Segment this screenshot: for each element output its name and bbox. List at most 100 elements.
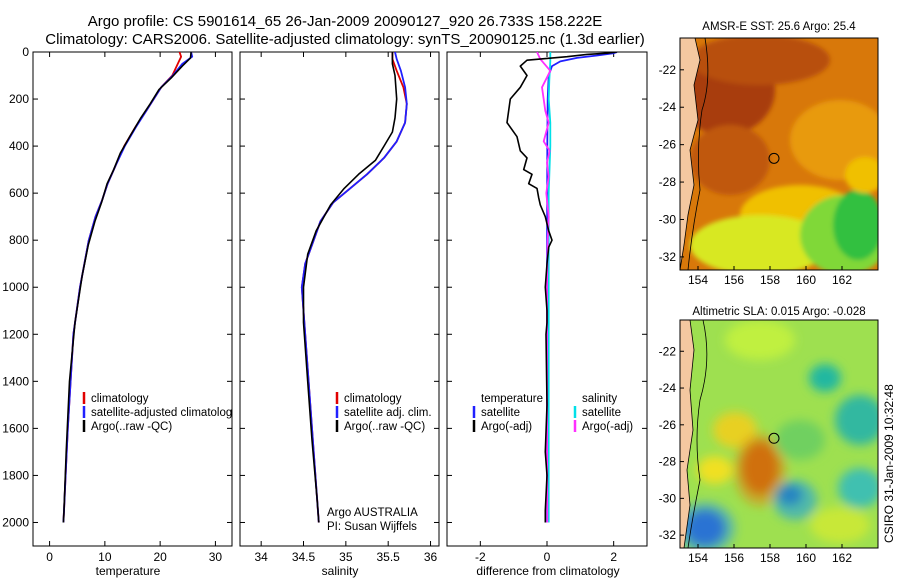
salinity-xtick-label: 35.5	[377, 550, 401, 564]
difference-xtick-label: 0	[544, 550, 551, 564]
legend-label-sal-argo: Argo(-adj)	[582, 421, 633, 433]
sst-lat-label: -30	[659, 212, 677, 226]
sst-argo-marker	[768, 152, 780, 164]
difference-series-temperature-argo-adj-	[506, 52, 618, 523]
depth-tick-label: 1800	[2, 468, 29, 482]
sst-yellow-2	[690, 215, 830, 270]
temperature-xtick-label: 10	[98, 550, 112, 564]
legend-label-temp-satellite: satellite	[481, 407, 520, 419]
legend-header-salinity: salinity	[582, 393, 617, 405]
sst-lon-label: 154	[688, 273, 708, 287]
sla-argo-marker	[768, 432, 780, 444]
depth-tick-label: 200	[9, 92, 29, 106]
temperature-panel: 0 200 400 600 800 1000 1200 1400 1600 1800 2000 0 1…	[2, 45, 238, 578]
sla-blob-14	[775, 420, 825, 460]
sla-blob-1	[725, 320, 795, 360]
sla-map-panel: Altimetric SLA: 0.015 Argo: -0.028	[659, 306, 879, 565]
sst-blobs	[680, 38, 878, 270]
sla-map-field	[680, 320, 878, 548]
sla-blob-11	[773, 480, 817, 520]
sla-blob-4	[713, 412, 757, 448]
salinity-series-argo-raw-qc-	[302, 52, 398, 523]
sla-lon-label: 156	[724, 551, 744, 565]
depth-tick-label: 800	[9, 233, 29, 247]
salinity-x-ticks: 34 34.5 35 35.5 36	[254, 52, 438, 564]
depth-tick-label: 1200	[2, 327, 29, 341]
legend-label-argo: Argo(..raw -QC)	[91, 421, 172, 433]
sla-coastline	[680, 320, 695, 548]
argo-pi-annotation: PI: Susan Wijffels	[327, 521, 417, 533]
legend-header-temperature: temperature	[481, 393, 543, 405]
temperature-x-label: temperature	[96, 564, 161, 578]
temperature-xtick-label: 0	[46, 550, 53, 564]
sst-map-frame	[679, 37, 879, 271]
depth-tick-label: 600	[9, 186, 29, 200]
depth-tick-label: 0	[22, 45, 29, 59]
title-line-1: Argo profile: CS 5901614_65 26-Jan-2009 …	[88, 13, 603, 30]
sst-lon-label: 158	[760, 273, 780, 287]
depth-tick-label: 1000	[2, 280, 29, 294]
sla-lat-label: -28	[659, 455, 677, 469]
argo-agency-annotation: Argo AUSTRALIA	[327, 507, 418, 519]
difference-legend: temperature satellite Argo(-adj) salinit…	[472, 393, 633, 433]
sst-lat-label: -26	[659, 138, 677, 152]
sla-blob-3	[835, 395, 878, 445]
legend-label-satellite-adjusted: satellite-adjusted climatology	[91, 407, 238, 419]
difference-xtick-label: -2	[475, 550, 486, 564]
sst-map-title: AMSR-E SST: 25.6 Argo: 25.4	[702, 21, 856, 33]
salinity-series	[300, 52, 408, 523]
sst-lat-label: -28	[659, 175, 677, 189]
legend-label-climatology: climatology	[91, 393, 149, 405]
sst-map-field	[680, 38, 878, 270]
difference-series	[506, 52, 618, 523]
temperature-x-ticks: 0 10 20 30	[46, 52, 222, 564]
sla-blobs	[680, 320, 878, 548]
salinity-panel: 34 34.5 35 35.5 36 salinity climatology sate…	[239, 51, 440, 578]
sst-lon-label: 162	[832, 273, 852, 287]
salinity-plot-frame	[239, 51, 440, 547]
temperature-xtick-label: 20	[153, 550, 167, 564]
legend-label-sal-satellite: satellite	[582, 407, 621, 419]
sla-blob-7	[697, 456, 733, 484]
sla-blob-13	[810, 507, 870, 543]
sst-yellow-3	[845, 157, 878, 193]
temperature-series	[62, 52, 194, 523]
sst-map-ticks: 154 156 158 160 162 -22 -24 -26 -28 -30 -32	[659, 63, 853, 287]
sla-lat-label: -24	[659, 381, 677, 395]
salinity-xtick-label: 34	[254, 550, 268, 564]
temperature-plot-frame	[32, 51, 233, 547]
sla-isobath	[687, 320, 708, 548]
difference-ticks	[447, 51, 647, 523]
sst-lat-label: -32	[659, 250, 677, 264]
sla-blob-12	[838, 468, 878, 508]
sla-lon-label: 162	[832, 551, 852, 565]
sla-lat-label: -26	[659, 418, 677, 432]
sla-lon-label: 158	[760, 551, 780, 565]
sst-warm-core-3	[690, 125, 770, 195]
sla-lon-label: 154	[688, 551, 708, 565]
difference-xtick-label: 2	[610, 550, 617, 564]
sst-isobath	[687, 38, 709, 270]
sst-lat-label: -24	[659, 100, 677, 114]
salinity-xtick-label: 34.5	[292, 550, 316, 564]
sla-lat-label: -32	[659, 528, 677, 542]
sla-blob-2	[809, 364, 841, 392]
temperature-y-ticks: 0 200 400 600 800 1000 1200 1400 1600 1800 2000	[2, 45, 232, 529]
difference-panel: -2 0 2 difference from climatology tempera…	[446, 51, 648, 578]
difference-x-label: difference from climatology	[476, 564, 619, 578]
sst-lon-label: 160	[796, 273, 816, 287]
sst-lon-label: 156	[724, 273, 744, 287]
temperature-xtick-label: 30	[209, 550, 223, 564]
sla-map-frame	[679, 319, 879, 549]
sla-lon-label: 160	[796, 551, 816, 565]
sst-lat-label: -22	[659, 63, 677, 77]
depth-tick-label: 1400	[2, 374, 29, 388]
depth-tick-label: 400	[9, 139, 29, 153]
sla-lat-label: -30	[659, 491, 677, 505]
sla-map-ticks: 154 156 158 160 162 -22 -24 -26 -28 -30 -32	[659, 344, 853, 565]
sst-green-2	[833, 190, 878, 260]
salinity-xtick-label: 36	[424, 550, 438, 564]
depth-tick-label: 1600	[2, 421, 29, 435]
salinity-x-label: salinity	[322, 564, 359, 578]
